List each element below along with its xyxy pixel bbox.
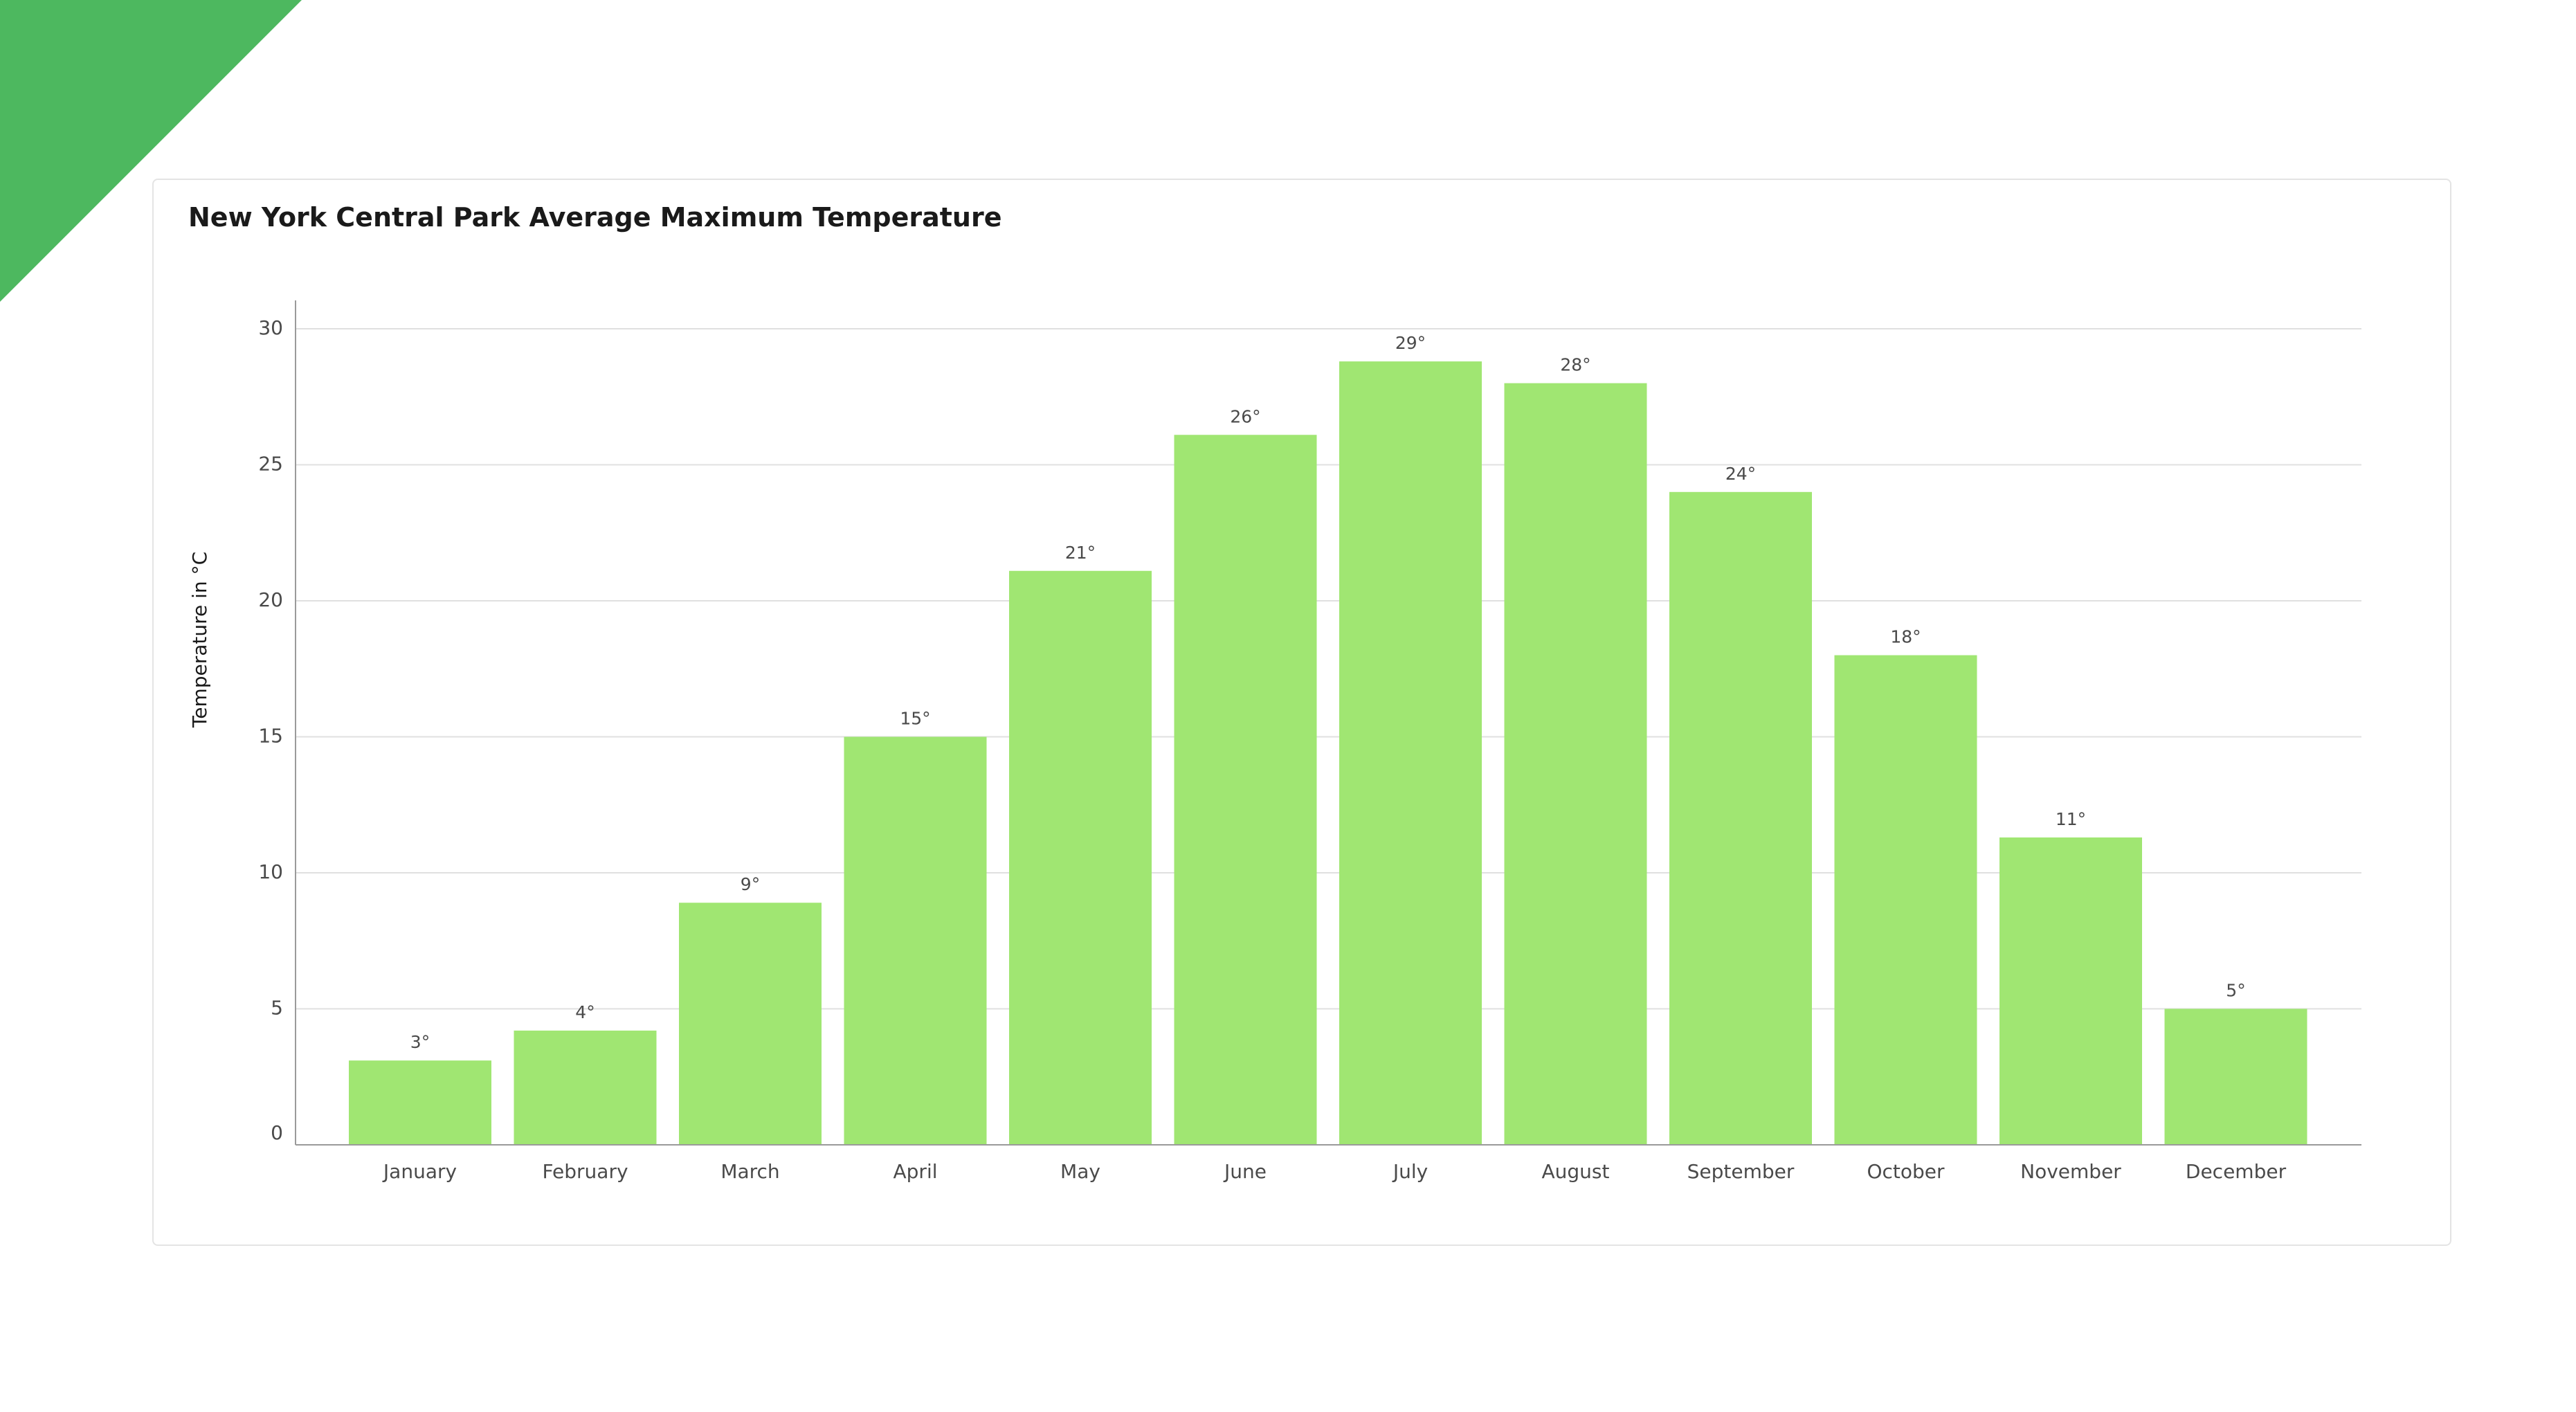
data-label: 26°	[1230, 406, 1260, 426]
data-label: 24°	[1725, 464, 1756, 484]
y-tick-label: 0	[271, 1121, 283, 1144]
bar-june	[1174, 435, 1317, 1145]
bar-july	[1339, 361, 1482, 1145]
x-tick-label: July	[1392, 1160, 1428, 1183]
x-tick-label: December	[2186, 1160, 2287, 1183]
bar-november	[1999, 837, 2142, 1145]
x-tick-label: May	[1060, 1160, 1100, 1183]
grid-lines	[296, 328, 2361, 1010]
bar-december	[2164, 1008, 2307, 1145]
bar-march	[679, 903, 822, 1145]
x-tick-label: October	[1867, 1160, 1945, 1183]
data-label: 18°	[1890, 627, 1921, 647]
y-tick-label: 15	[258, 725, 283, 748]
bar-february	[514, 1030, 657, 1145]
y-tick-label: 20	[258, 588, 283, 611]
bar-may	[1009, 570, 1152, 1145]
bar-january	[349, 1060, 491, 1145]
data-label: 4°	[575, 1002, 595, 1022]
bars	[349, 361, 2307, 1145]
data-label: 15°	[900, 709, 930, 729]
x-tick-labels: January February March April May June July Augu…	[382, 1160, 2287, 1183]
y-tick-label: 25	[258, 453, 283, 476]
y-axis-title: Temperature in °C	[188, 552, 211, 728]
x-tick-label: January	[382, 1160, 457, 1183]
data-label: 5°	[2226, 981, 2245, 1001]
data-label: 28°	[1560, 355, 1590, 375]
data-label: 9°	[741, 874, 760, 894]
x-tick-label: June	[1223, 1160, 1267, 1183]
y-tick-label: 10	[258, 860, 283, 883]
y-tick-label: 5	[271, 997, 283, 1020]
data-labels: 3° 4° 9° 15° 21° 26° 29° 28° 24° 18° 11° 5°	[410, 333, 2246, 1052]
axes	[295, 300, 2361, 1146]
data-label: 3°	[410, 1032, 430, 1052]
bar-september	[1669, 491, 1812, 1145]
y-tick-label: 30	[258, 316, 283, 339]
data-label: 11°	[2056, 809, 2086, 829]
y-tick-labels: 0 5 10 15 20 25 30	[258, 316, 283, 1144]
x-tick-label: April	[894, 1160, 938, 1183]
data-label: 29°	[1395, 333, 1426, 353]
x-tick-label: September	[1687, 1160, 1795, 1183]
bar-chart: 0 5 10 15 20 25 30 January February March April Ma…	[188, 300, 2361, 1183]
x-tick-label: March	[720, 1160, 779, 1183]
chart-title: New York Central Park Average Maximum Te…	[188, 202, 1002, 233]
x-tick-label: August	[1542, 1160, 1610, 1183]
bar-october	[1834, 655, 1977, 1145]
bar-august	[1504, 383, 1647, 1145]
chart-card: New York Central Park Average Maximum Te…	[152, 179, 2451, 1246]
data-label: 21°	[1065, 543, 1096, 563]
bar-april	[844, 736, 987, 1145]
x-tick-label: February	[542, 1160, 628, 1183]
x-tick-label: November	[2020, 1160, 2121, 1183]
